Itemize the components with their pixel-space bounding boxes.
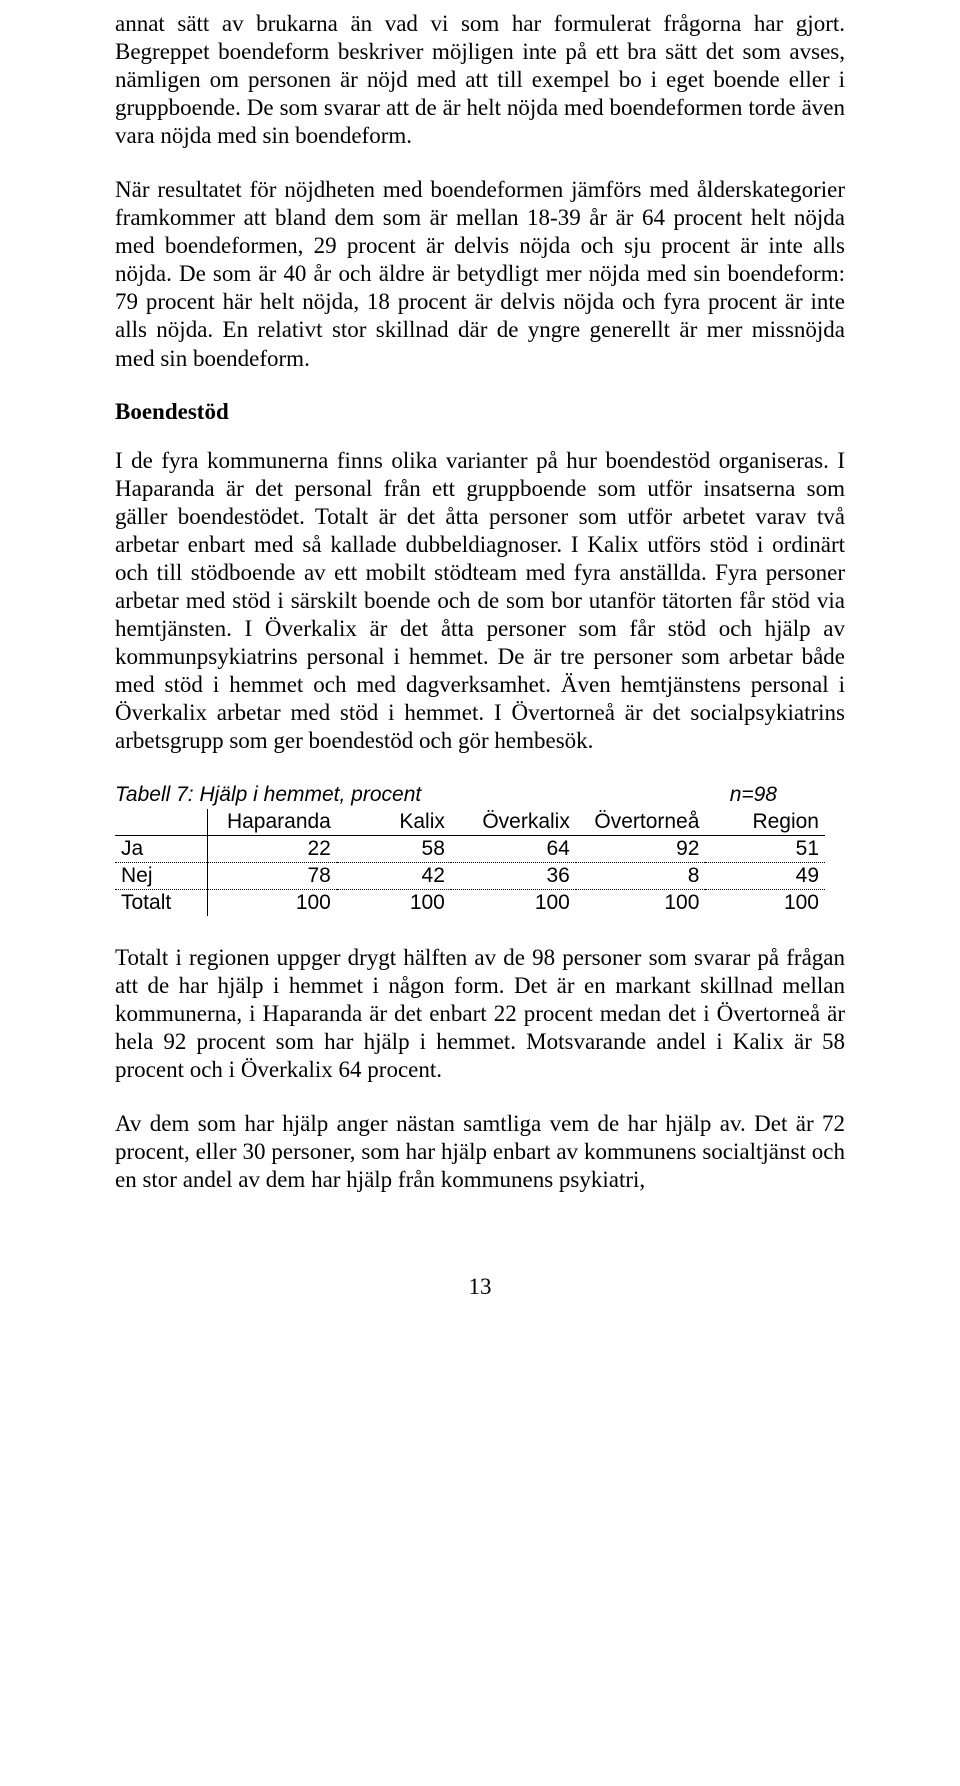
table-7-row0-label: Ja — [115, 836, 207, 863]
table-7-col-overkalix: Överkalix — [451, 809, 576, 836]
table-7-title-left: Tabell 7: Hjälp i hemmet, procent — [115, 783, 730, 807]
table-7-row2-c3: 100 — [576, 890, 706, 917]
table-7-row0-c0: 22 — [207, 836, 337, 863]
table-row: Ja 22 58 64 92 51 — [115, 836, 825, 863]
table-7-col-haparanda: Haparanda — [207, 809, 337, 836]
table-7-wrap: Tabell 7: Hjälp i hemmet, procent n=98 H… — [115, 783, 845, 916]
table-7-row1-c1: 42 — [337, 863, 451, 890]
table-7-col-overtornea: Övertorneå — [576, 809, 706, 836]
table-row: Nej 78 42 36 8 49 — [115, 863, 825, 890]
table-7-col-region: Region — [705, 809, 825, 836]
table-7-row1-c3: 8 — [576, 863, 706, 890]
heading-boendestod: Boendestöd — [115, 399, 845, 425]
table-7-row1-c0: 78 — [207, 863, 337, 890]
paragraph-3: I de fyra kommunerna finns olika variant… — [115, 447, 845, 756]
table-7-title-row: Tabell 7: Hjälp i hemmet, procent n=98 — [115, 783, 845, 807]
table-7-col-kalix: Kalix — [337, 809, 451, 836]
paragraph-2: När resultatet för nöjdheten med boendef… — [115, 176, 845, 372]
table-7-row1-c2: 36 — [451, 863, 576, 890]
table-7-row0-c1: 58 — [337, 836, 451, 863]
table-7-title-right: n=98 — [730, 783, 845, 807]
paragraph-4: Totalt i regionen uppger drygt hälften a… — [115, 944, 845, 1084]
table-7-header-row: Haparanda Kalix Överkalix Övertorneå Reg… — [115, 809, 825, 836]
table-7-header-blank — [115, 809, 207, 836]
table-7-row0-c4: 51 — [705, 836, 825, 863]
paragraph-1: annat sätt av brukarna än vad vi som har… — [115, 10, 845, 150]
table-7-row2-c4: 100 — [705, 890, 825, 917]
table-7-row1-c4: 49 — [705, 863, 825, 890]
table-7-row2-c0: 100 — [207, 890, 337, 917]
paragraph-5: Av dem som har hjälp anger nästan samtli… — [115, 1110, 845, 1194]
table-7-row0-c2: 64 — [451, 836, 576, 863]
table-7-row0-c3: 92 — [576, 836, 706, 863]
table-7-row1-label: Nej — [115, 863, 207, 890]
table-7-row2-label: Totalt — [115, 890, 207, 917]
table-7-row2-c1: 100 — [337, 890, 451, 917]
page-number: 13 — [115, 1274, 845, 1300]
table-7-row2-c2: 100 — [451, 890, 576, 917]
table-7: Haparanda Kalix Överkalix Övertorneå Reg… — [115, 809, 825, 916]
table-row: Totalt 100 100 100 100 100 — [115, 890, 825, 917]
